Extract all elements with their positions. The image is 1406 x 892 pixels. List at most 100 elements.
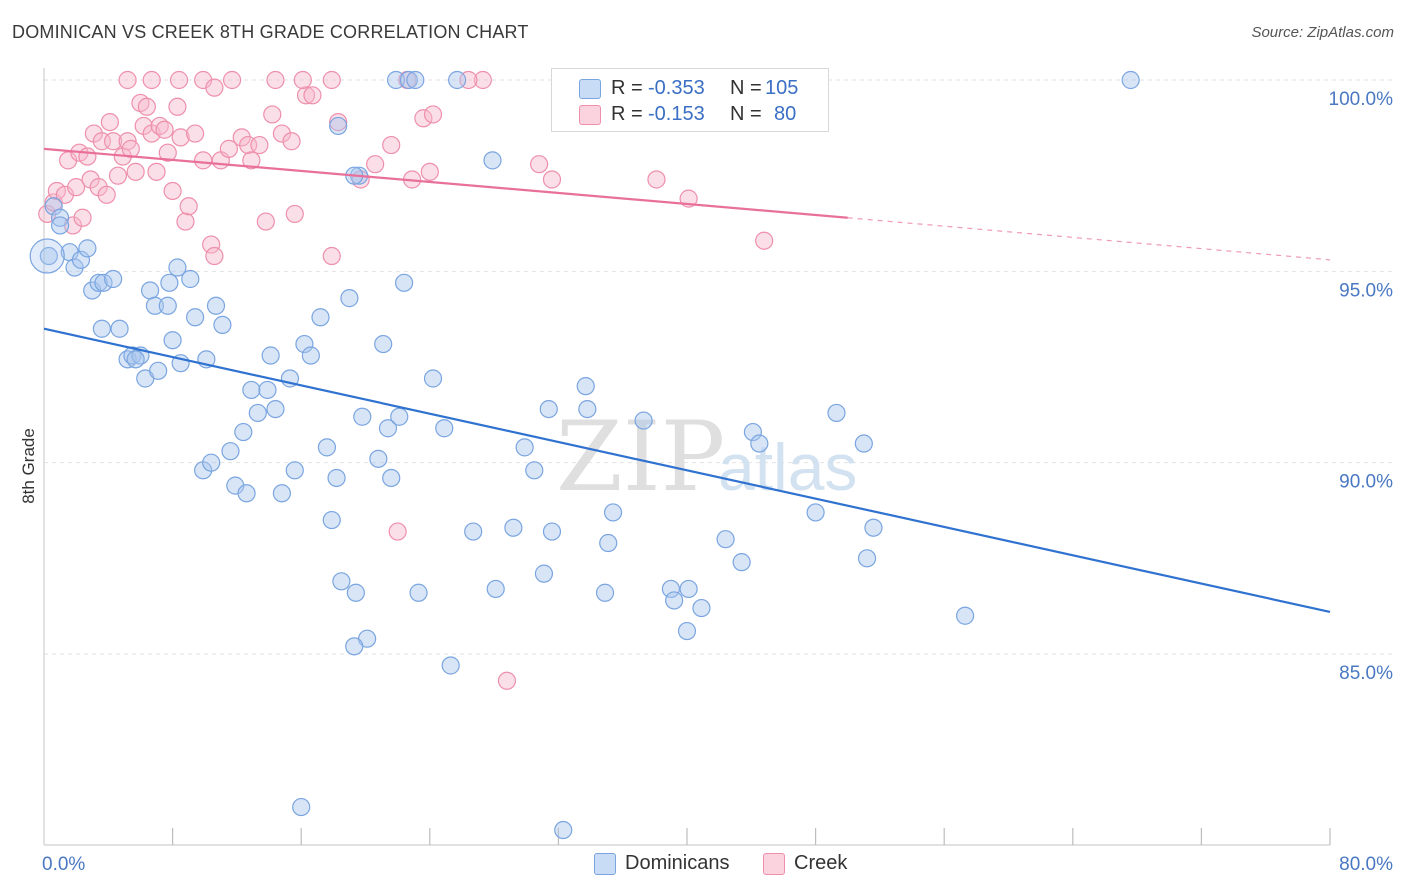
dominicans-point bbox=[301, 346, 320, 365]
dominicans-point bbox=[599, 533, 618, 553]
axes bbox=[43, 68, 1331, 846]
creek-point bbox=[176, 212, 195, 231]
creek-point bbox=[423, 105, 443, 124]
dominicans-point bbox=[295, 334, 314, 354]
creek-point bbox=[303, 86, 322, 105]
dominicans-point bbox=[311, 308, 330, 327]
legend-r-value: -0.153 bbox=[648, 103, 705, 125]
source-credit: Source: ZipAtlas.com bbox=[1251, 24, 1394, 41]
dominicans-point bbox=[692, 598, 711, 618]
creek-point bbox=[168, 97, 187, 116]
creek-point bbox=[163, 181, 182, 201]
dominicans-point bbox=[382, 468, 401, 488]
bottom-legend-label-dominicans: Dominicans bbox=[625, 852, 730, 874]
creek-point bbox=[205, 246, 224, 266]
dominicans-point bbox=[261, 346, 280, 365]
dominicans-point bbox=[242, 380, 261, 400]
legend-r-value: -0.353 bbox=[648, 77, 705, 99]
creek-point bbox=[73, 208, 92, 227]
dominicans-point bbox=[202, 453, 221, 472]
creek-trend-extension bbox=[847, 217, 1331, 261]
creek-point bbox=[250, 135, 269, 155]
dominicans-point bbox=[423, 369, 443, 388]
dominicans-points bbox=[29, 70, 1140, 840]
dominicans-point bbox=[140, 281, 160, 300]
creek-point bbox=[242, 151, 261, 170]
dominicans-point bbox=[332, 572, 351, 591]
legend-r-label: R = bbox=[611, 103, 643, 125]
dominicans-point bbox=[50, 216, 70, 235]
creek-point bbox=[420, 162, 439, 181]
creek-point bbox=[179, 197, 198, 216]
dominicans-point bbox=[369, 449, 388, 468]
dominicans-point bbox=[317, 438, 337, 457]
bottom-legend-swatch-dominicans bbox=[594, 853, 616, 875]
creek-point bbox=[155, 120, 174, 139]
legend-n-value: 80 bbox=[774, 103, 797, 125]
dominicans-point bbox=[168, 258, 187, 277]
dominicans-point bbox=[515, 438, 534, 457]
dominicans-point bbox=[504, 518, 523, 537]
creek-point bbox=[755, 231, 774, 250]
creek-point bbox=[530, 155, 549, 174]
dominicans-point bbox=[409, 583, 428, 602]
legend-swatch-dominicans bbox=[579, 79, 601, 99]
dominicans-point bbox=[340, 289, 359, 308]
dominicans-point bbox=[486, 579, 505, 599]
creek-point bbox=[147, 162, 166, 181]
dominicans-point bbox=[89, 273, 108, 292]
dominicans-point bbox=[234, 422, 253, 442]
dominicans-point bbox=[732, 553, 751, 572]
dominicans-point bbox=[603, 503, 623, 522]
dominicans-point bbox=[554, 820, 573, 840]
dominicans-point bbox=[39, 246, 58, 266]
dominicans-point bbox=[206, 296, 226, 315]
legend-n-label: N = bbox=[730, 103, 762, 125]
x-tick-label: 0.0% bbox=[42, 854, 85, 875]
dominicans-point bbox=[386, 70, 406, 90]
creek-point bbox=[78, 147, 97, 166]
creek-point bbox=[382, 135, 401, 155]
dominicans-point bbox=[104, 269, 123, 289]
dominicans-point bbox=[145, 296, 165, 315]
dominicans-point bbox=[534, 564, 554, 583]
dominicans-point bbox=[576, 377, 595, 396]
creek-trend-line bbox=[43, 147, 848, 219]
correlation-legend: R = -0.353 N = 105 R = -0.153 N = 80 bbox=[551, 68, 829, 132]
creek-point bbox=[97, 185, 116, 204]
creek-point bbox=[256, 212, 275, 231]
creek-point bbox=[158, 143, 177, 162]
dominicans-point bbox=[374, 334, 393, 354]
dominicans-point bbox=[126, 350, 145, 369]
creek-point bbox=[202, 235, 221, 254]
dominicans-point bbox=[634, 411, 653, 430]
trend-lines bbox=[43, 147, 1331, 613]
creek-point bbox=[329, 112, 348, 132]
creek-point bbox=[169, 70, 189, 90]
legend-row-creek: R = -0.153 N = 80 bbox=[552, 101, 828, 127]
dominicans-point bbox=[435, 419, 454, 438]
creek-point bbox=[100, 112, 120, 132]
creek-point bbox=[322, 246, 341, 266]
bottom-legend-swatch-creek bbox=[763, 853, 785, 875]
creek-point bbox=[285, 204, 304, 224]
dominicans-point bbox=[827, 403, 846, 423]
y-tick-label: 85.0% bbox=[1339, 663, 1393, 684]
creek-point bbox=[263, 105, 282, 124]
creek-point bbox=[322, 70, 341, 90]
dominicans-trend-line bbox=[43, 327, 1331, 613]
watermark-zip: ZIP bbox=[556, 401, 725, 513]
creek-point bbox=[108, 166, 128, 185]
dominicans-point bbox=[345, 637, 364, 656]
dominicans-point bbox=[92, 319, 111, 338]
dominicans-point bbox=[353, 407, 372, 426]
dominicans-point bbox=[346, 583, 365, 602]
watermark: ZIP atlas bbox=[556, 401, 857, 513]
dominicans-point bbox=[248, 403, 267, 423]
dominicans-point bbox=[483, 151, 502, 170]
dominicans-point bbox=[272, 484, 292, 503]
legend-r-label: R = bbox=[611, 77, 643, 99]
creek-point bbox=[126, 162, 145, 181]
creek-point bbox=[205, 78, 224, 97]
